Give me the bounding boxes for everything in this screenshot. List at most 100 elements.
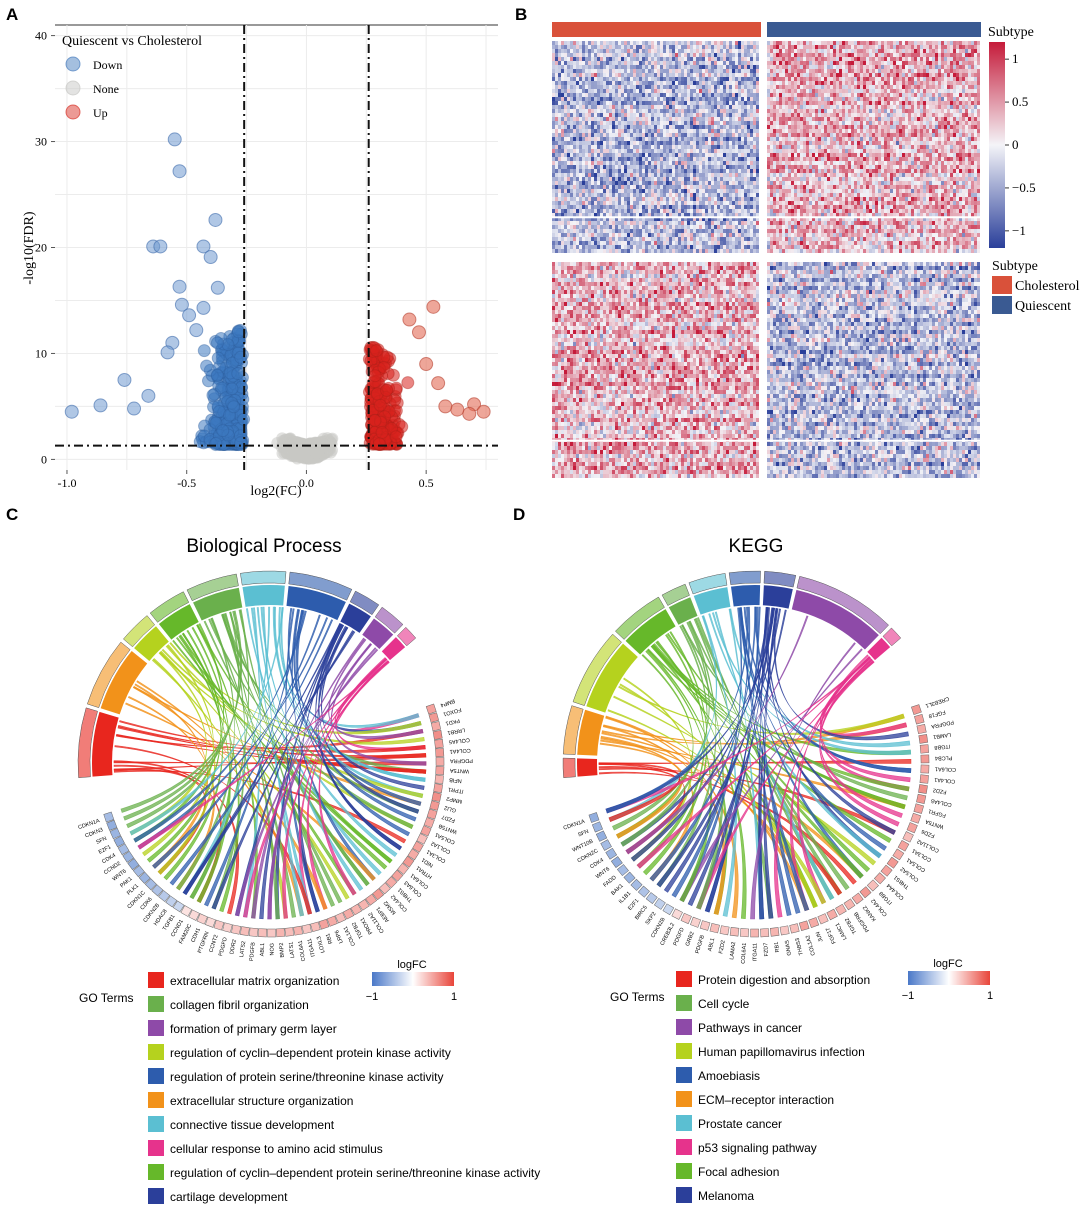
heatmap-cell — [660, 73, 663, 77]
heatmap-cell — [669, 177, 672, 181]
heatmap-cell — [633, 113, 636, 117]
heatmap-cell — [666, 157, 669, 161]
heatmap-cell — [654, 85, 657, 89]
heatmap-cell — [579, 113, 582, 117]
heatmap-cell — [564, 41, 567, 45]
heatmap-cell — [720, 121, 723, 125]
heatmap-cell — [744, 53, 747, 57]
heatmap-cell — [579, 193, 582, 197]
heatmap-cell — [672, 229, 675, 233]
heatmap-cell — [705, 61, 708, 65]
heatmap-cell — [678, 189, 681, 193]
heatmap-cell — [669, 121, 672, 125]
heatmap-cell — [558, 129, 561, 133]
heatmap-cell — [741, 177, 744, 181]
heatmap-cell — [585, 201, 588, 205]
heatmap-cell — [600, 141, 603, 145]
heatmap-cell — [696, 85, 699, 89]
heatmap-cell — [651, 49, 654, 53]
heatmap-cell — [687, 249, 690, 253]
heatmap-cell — [585, 177, 588, 181]
heatmap-cell — [618, 45, 621, 49]
heatmap-cell — [621, 85, 624, 89]
heatmap-cell — [627, 173, 630, 177]
heatmap-cell — [690, 89, 693, 93]
heatmap-cell — [714, 57, 717, 61]
heatmap-cell — [597, 49, 600, 53]
heatmap-cell — [663, 113, 666, 117]
heatmap-cell — [708, 225, 711, 229]
heatmap-cell — [711, 45, 714, 49]
heatmap-cell — [684, 89, 687, 93]
heatmap-cell — [693, 113, 696, 117]
heatmap-cell — [576, 241, 579, 245]
heatmap-cell — [576, 45, 579, 49]
heatmap-cell — [645, 145, 648, 149]
heatmap-cell — [699, 161, 702, 165]
heatmap-cell — [552, 49, 555, 53]
heatmap-cell — [690, 149, 693, 153]
heatmap-cell — [564, 193, 567, 197]
heatmap-cell — [648, 229, 651, 233]
heatmap-cell — [588, 153, 591, 157]
heatmap-cell — [660, 201, 663, 205]
heatmap-cell — [702, 73, 705, 77]
heatmap-cell — [747, 65, 750, 69]
heatmap-cell — [738, 41, 741, 45]
heatmap-cell — [567, 137, 570, 141]
heatmap-cell — [648, 241, 651, 245]
heatmap-cell — [684, 193, 687, 197]
heatmap-cell — [732, 229, 735, 233]
heatmap-cell — [741, 93, 744, 97]
heatmap-cell — [893, 41, 896, 45]
heatmap-cell — [612, 169, 615, 173]
heatmap-cell — [699, 237, 702, 241]
heatmap-cell — [609, 153, 612, 157]
heatmap-cell — [753, 97, 756, 101]
heatmap-cell — [612, 145, 615, 149]
heatmap-cell — [558, 141, 561, 145]
heatmap-cell — [639, 113, 642, 117]
heatmap-cell — [657, 185, 660, 189]
heatmap-cell — [558, 173, 561, 177]
heatmap-cell — [720, 105, 723, 109]
heatmap-cell — [615, 161, 618, 165]
heatmap-cell — [684, 149, 687, 153]
heatmap-cell — [738, 125, 741, 129]
heatmap-cell — [705, 101, 708, 105]
heatmap-cell — [741, 69, 744, 73]
heatmap-cell — [561, 249, 564, 253]
heatmap-cell — [738, 221, 741, 225]
heatmap-cell — [663, 209, 666, 213]
heatmap-cell — [609, 53, 612, 57]
heatmap-cell — [666, 97, 669, 101]
heatmap-cell — [594, 189, 597, 193]
heatmap-cell — [744, 57, 747, 61]
heatmap-cell — [555, 125, 558, 129]
heatmap-cell — [753, 117, 756, 121]
point-up — [450, 402, 465, 417]
heatmap-cell — [630, 89, 633, 93]
heatmap-cell — [567, 49, 570, 53]
heatmap-cell — [639, 129, 642, 133]
y-axis-label: -log10(FDR) — [22, 211, 37, 284]
heatmap-cell — [741, 201, 744, 205]
heatmap-cell — [860, 45, 863, 49]
heatmap-cell — [684, 221, 687, 225]
heatmap-cell — [579, 201, 582, 205]
heatmap-cell — [756, 169, 759, 173]
heatmap-cell — [648, 97, 651, 101]
heatmap-cell — [747, 97, 750, 101]
heatmap-cell — [791, 41, 794, 45]
heatmap-cell — [723, 149, 726, 153]
heatmap-cell — [726, 233, 729, 237]
heatmap-cell — [714, 53, 717, 57]
heatmap-cell — [624, 153, 627, 157]
heatmap-cell — [753, 233, 756, 237]
heatmap-cell — [714, 185, 717, 189]
heatmap-cell — [594, 229, 597, 233]
heatmap-cell — [669, 137, 672, 141]
heatmap-cell — [654, 117, 657, 121]
heatmap-cell — [693, 193, 696, 197]
heatmap-cell — [684, 49, 687, 53]
